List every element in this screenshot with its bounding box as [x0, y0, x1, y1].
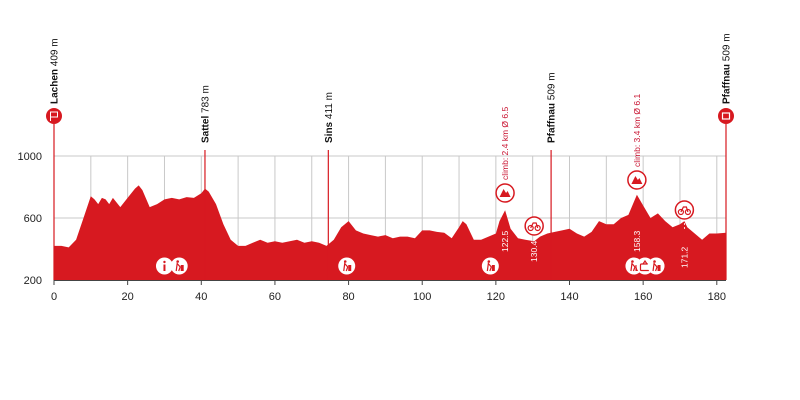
place-label: Lachen 409 m: [50, 38, 61, 104]
elevation-area: [54, 185, 726, 280]
x-tick-label: 180: [708, 291, 726, 303]
place-label: Sins 411 m: [324, 92, 335, 143]
place-name: Sattel: [200, 116, 211, 143]
waste-zone-icon: [652, 262, 658, 272]
elevation-profile-area: [54, 185, 726, 280]
waste-zone-icon: [348, 265, 352, 271]
waste-zone-icon: [487, 260, 491, 263]
climb-mountain-icon: [499, 189, 511, 197]
place-name: Pfaffnau: [547, 103, 558, 143]
y-tick-label: 1000: [18, 151, 42, 163]
sprint-bike-icon: [680, 206, 689, 213]
waste-zone-icon: [486, 262, 493, 272]
info-icon: [163, 264, 166, 271]
x-tick-label: 100: [413, 291, 431, 303]
axes: 0 20 40 60 80 100 120 140 160 180 200 600 1000: [18, 151, 726, 303]
start-flag-icon: [46, 108, 62, 124]
sprint-km-label: 171.2: [679, 246, 689, 268]
sprint-bike-icon: [534, 224, 541, 232]
waste-zone-icon: [343, 260, 347, 263]
place-name: Lachen: [50, 69, 61, 104]
place-label: Pfaffnau 509 m: [722, 33, 733, 104]
sprint-bike-icon: [677, 208, 684, 216]
x-tick-label: 20: [122, 291, 134, 303]
waste-zone-icon: [491, 265, 495, 271]
waste-zone-icon: [631, 260, 634, 263]
place-label: Pfaffnau 509 m: [547, 72, 558, 143]
y-tick-label: 200: [24, 275, 42, 287]
sprint-bike-icon: [530, 222, 539, 229]
climb-km-label: 122.5: [500, 230, 510, 252]
x-tick-label: 0: [51, 291, 57, 303]
place-altitude: 411 m: [324, 92, 335, 122]
x-tick-label: 160: [634, 291, 652, 303]
climb-mountain-icon: [631, 176, 643, 184]
climb-label: climb: 3.4 km Ø 6.1: [632, 94, 642, 167]
place-altitude: 409 m: [50, 38, 61, 69]
x-tick-label: 140: [560, 291, 578, 303]
finish-line-icon: [721, 112, 731, 120]
place-label: Sattel 783 m: [200, 85, 211, 143]
info-icon: [163, 260, 166, 264]
waste-zone-icon: [175, 262, 181, 272]
waste-zone-icon: [176, 260, 179, 263]
waste-zone-icon: [180, 265, 184, 271]
x-tick-label: 80: [342, 291, 354, 303]
waste-zone-icon: [630, 262, 636, 272]
sprint-bike-icon: [674, 200, 695, 220]
x-tick-label: 40: [195, 291, 207, 303]
place-altitude: 783 m: [200, 85, 211, 116]
place-altitude: 509 m: [722, 33, 733, 64]
place-altitude: 509 m: [547, 72, 558, 103]
waste-zone-icon: [653, 260, 656, 263]
place-name: Pfaffnau: [722, 64, 733, 104]
sprint-bike-icon: [524, 216, 544, 236]
sprint-km-label: 130.4: [529, 240, 539, 262]
x-tick-label: 120: [487, 291, 505, 303]
climb-km-label: 158.3: [632, 230, 642, 252]
service-icons: [155, 257, 665, 275]
waste-zone-icon: [343, 262, 349, 272]
place-name: Sins: [324, 121, 335, 143]
finish-line-icon: [718, 108, 734, 124]
y-tick-label: 600: [24, 213, 42, 225]
climb-label: climb: 2.4 km Ø 6.5: [500, 107, 510, 180]
waste-zone-icon: [657, 265, 661, 271]
feed-zone-icon: [642, 259, 648, 265]
sprint-bike-icon: [684, 208, 691, 216]
x-tick-label: 60: [269, 291, 281, 303]
place-markers: Lachen 409 m Sattel 783 m Sins 411 m Pfaffn…: [46, 33, 734, 280]
sprint-bike-icon: [527, 224, 534, 232]
